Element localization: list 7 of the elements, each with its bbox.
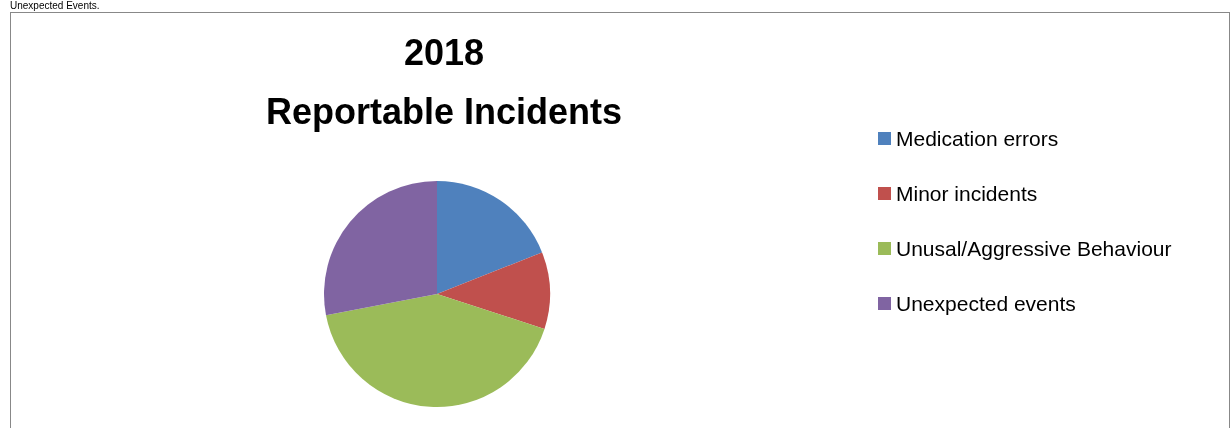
legend-label: Unusal/Aggressive Behaviour xyxy=(896,237,1172,260)
chart-title: 2018 xyxy=(403,31,485,73)
chart-subtitle: Reportable Incidents xyxy=(265,90,623,132)
text: Unexpected Events. xyxy=(10,0,100,11)
legend-label: Minor incidents xyxy=(896,182,1038,205)
legend-label: Medication errors xyxy=(896,127,1059,150)
legend-label: Unexpected events xyxy=(896,292,1076,315)
